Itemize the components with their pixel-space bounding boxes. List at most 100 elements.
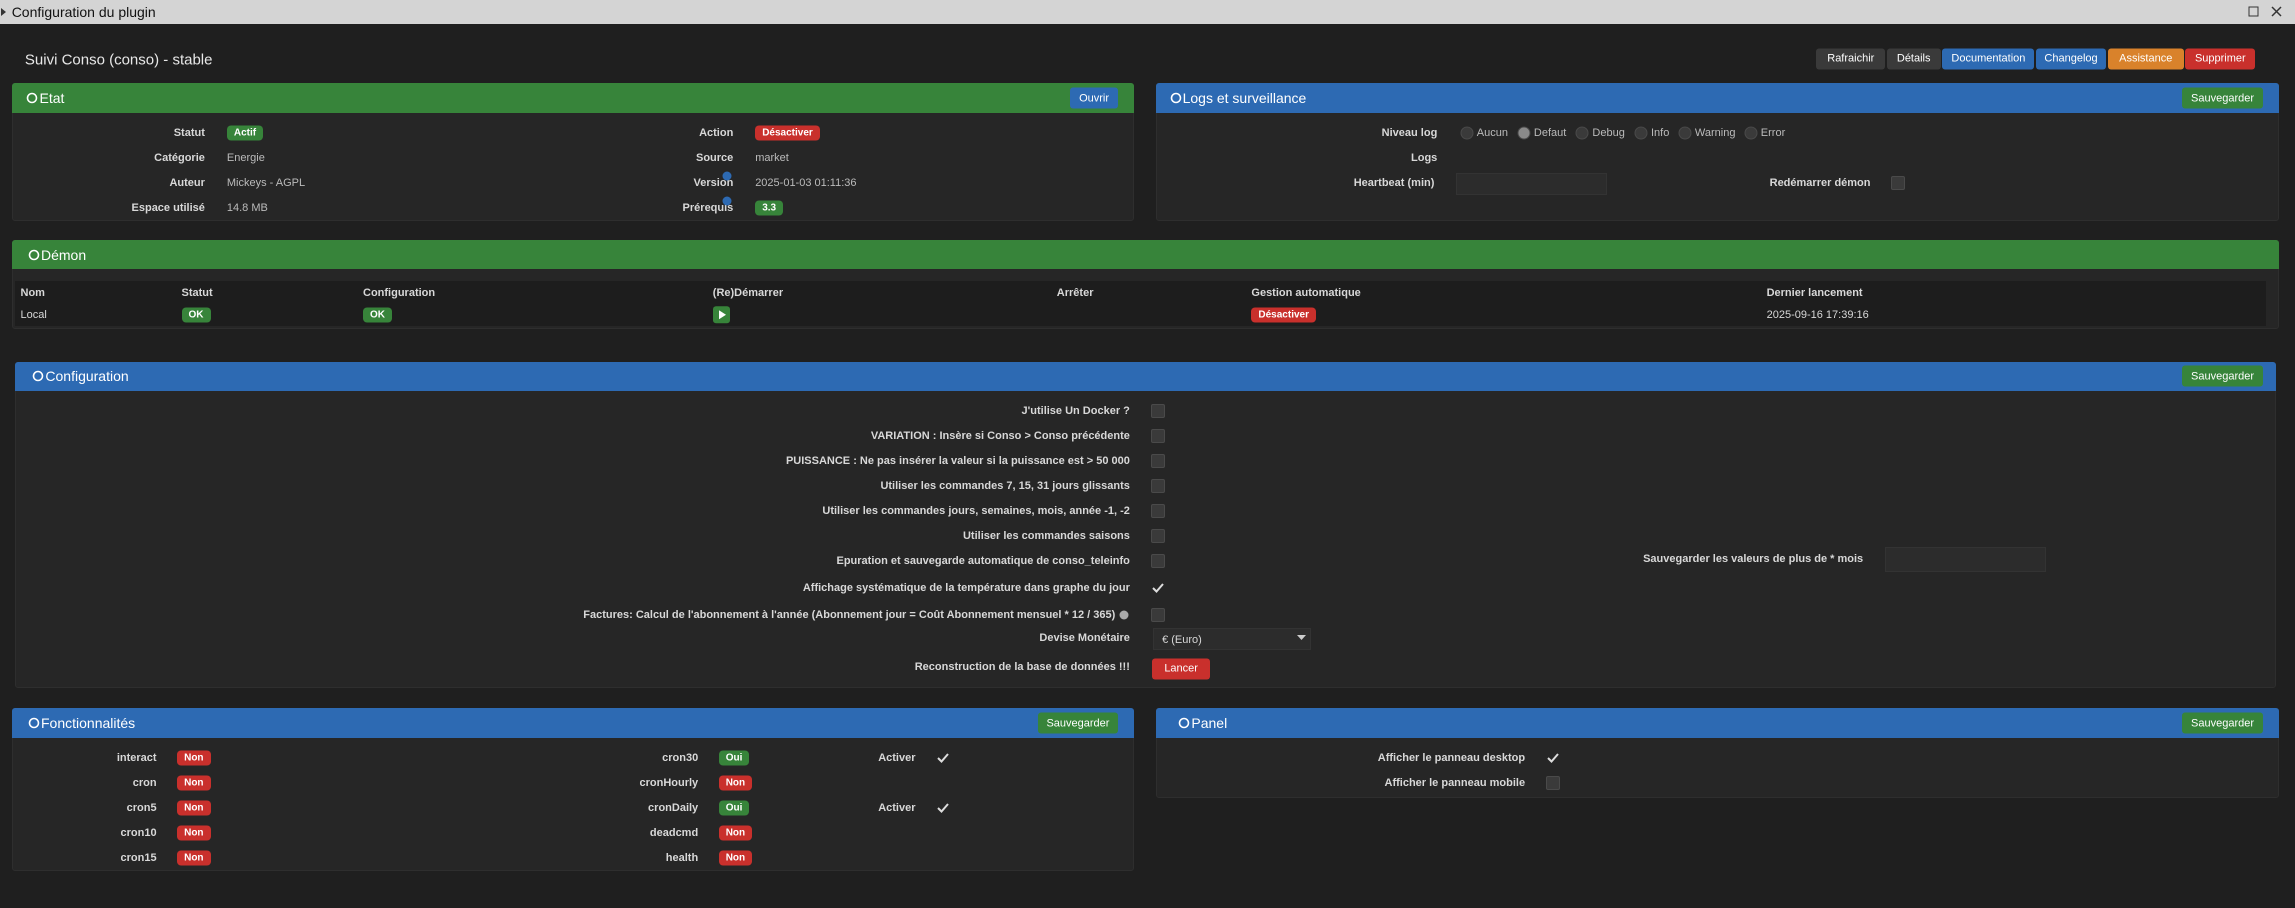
checkbox[interactable] — [1151, 581, 1165, 595]
badge: Non — [177, 750, 211, 766]
feature-name: health — [665, 851, 699, 864]
cell: Local — [20, 308, 47, 321]
panel-title: Configuration — [45, 368, 129, 385]
option-label: Factures: Calcul de l'abonnement à l'ann… — [583, 608, 1116, 621]
panel-icon — [1178, 717, 1190, 729]
checkbox[interactable] — [1891, 176, 1906, 190]
checkbox[interactable] — [1150, 404, 1165, 419]
header-button[interactable]: Sauvegarder — [2182, 712, 2263, 734]
checkbox[interactable] — [1150, 429, 1165, 444]
panel-title: Démon — [41, 246, 87, 263]
option-label: J'utilise Un Docker ? — [1021, 405, 1130, 418]
radio[interactable] — [1575, 126, 1589, 140]
badge: 3.3 — [755, 200, 784, 216]
badge: Oui — [718, 750, 750, 766]
cell: 2025-09-16 17:39:16 — [1766, 308, 1869, 321]
feature-name: cron5 — [126, 801, 157, 814]
option-label: Afficher le panneau mobile — [1384, 777, 1526, 790]
retention-input[interactable] — [1885, 547, 2047, 573]
label: Niveau log — [1381, 127, 1438, 140]
field-label: Version — [693, 177, 734, 189]
launch-button[interactable]: Lancer — [1151, 658, 1211, 680]
badge: Non — [718, 825, 753, 841]
checkbox[interactable] — [936, 751, 950, 765]
feature-name: cron10 — [120, 826, 157, 839]
badge: Non — [177, 775, 211, 791]
toolbar-button[interactable]: Détails — [1886, 48, 1941, 69]
field-value: market — [755, 152, 789, 165]
radio[interactable] — [1517, 126, 1531, 140]
checkbox[interactable] — [1546, 751, 1560, 765]
panel-header — [1156, 83, 2279, 113]
label: Reconstruction de la base de données !!! — [914, 661, 1130, 674]
option-label: Afficher le panneau desktop — [1377, 752, 1526, 765]
feature-name: interact — [116, 752, 157, 765]
heartbeat-input[interactable] — [1456, 172, 1608, 195]
help-icon — [722, 196, 732, 205]
field-label: Catégorie — [154, 152, 205, 165]
toolbar-button[interactable]: Rafraichir — [1816, 48, 1886, 69]
label: Logs — [1411, 152, 1438, 165]
checkbox[interactable] — [1150, 503, 1165, 518]
radio[interactable] — [1460, 126, 1474, 140]
panel-icon — [28, 717, 40, 729]
checkbox[interactable] — [1150, 478, 1165, 493]
column-header: Configuration — [363, 286, 436, 299]
field-value: Mickeys - AGPL — [226, 177, 306, 189]
option-label: VARIATION : Insère si Conso > Conso préc… — [870, 430, 1130, 443]
badge: Non — [177, 825, 211, 841]
radio-label: Aucun — [1476, 127, 1508, 140]
option-label: Utiliser les commandes saisons — [962, 529, 1130, 542]
field-label: Prérequis — [682, 201, 734, 214]
currency-select[interactable] — [1153, 627, 1312, 650]
badge: Non — [718, 850, 753, 866]
radio[interactable] — [1634, 126, 1648, 140]
radio-label: Error — [1760, 127, 1786, 140]
plugin-title: Suivi Conso (conso) - stable — [24, 51, 213, 69]
column-header: Gestion automatique — [1251, 286, 1361, 299]
collapse-arrow — [1, 8, 6, 16]
label: Heartbeat (min) — [1353, 177, 1435, 189]
toolbar-button[interactable]: Supprimer — [2185, 48, 2256, 69]
header-button[interactable]: Sauvegarder — [2182, 365, 2263, 387]
feature-action: Activer — [878, 752, 916, 765]
feature-name: cron30 — [662, 752, 699, 765]
radio-label: Info — [1651, 127, 1670, 140]
radio[interactable] — [1678, 126, 1692, 140]
badge: OK — [363, 307, 392, 323]
radio-label: Debug — [1592, 127, 1625, 140]
column-header: Dernier lancement — [1766, 286, 1863, 299]
panel-title: Fonctionnalités — [41, 715, 136, 731]
checkbox[interactable] — [1150, 454, 1165, 468]
feature-name: cron — [132, 777, 157, 790]
badge: Oui — [718, 800, 750, 816]
checkbox[interactable] — [936, 801, 950, 815]
checkbox[interactable] — [1545, 776, 1560, 791]
toolbar-button[interactable]: Changelog — [2035, 48, 2107, 69]
select-caret — [1296, 635, 1306, 641]
checkbox[interactable] — [1150, 528, 1165, 543]
radio[interactable] — [1744, 126, 1757, 140]
label: Devise Monétaire — [1039, 632, 1130, 645]
header-button[interactable]: Sauvegarder — [2182, 87, 2263, 109]
window-controls — [2248, 6, 2282, 17]
header-button[interactable]: Ouvrir — [1069, 87, 1119, 109]
radio-label: Warning — [1694, 127, 1736, 140]
badge: Non — [718, 775, 753, 791]
feature-action: Activer — [878, 801, 916, 814]
panel-icon — [32, 370, 44, 382]
start-button[interactable] — [712, 305, 731, 324]
info-icon — [1119, 610, 1129, 620]
column-header: (Re)Démarrer — [712, 286, 784, 299]
panel-header — [11, 708, 1135, 738]
panel-header — [11, 240, 2279, 270]
checkbox[interactable] — [1150, 553, 1165, 568]
field-value: Energie — [226, 152, 265, 165]
checkbox[interactable] — [1150, 607, 1165, 622]
toolbar-button[interactable]: Assistance — [2107, 48, 2184, 69]
header-button[interactable]: Sauvegarder — [1037, 712, 1119, 734]
window-title: Configuration du plugin — [11, 3, 156, 20]
label: Sauvegarder les valeurs de plus de * moi… — [1643, 553, 1864, 566]
column-header: Statut — [181, 286, 213, 299]
toolbar-button[interactable]: Documentation — [1942, 48, 2035, 69]
